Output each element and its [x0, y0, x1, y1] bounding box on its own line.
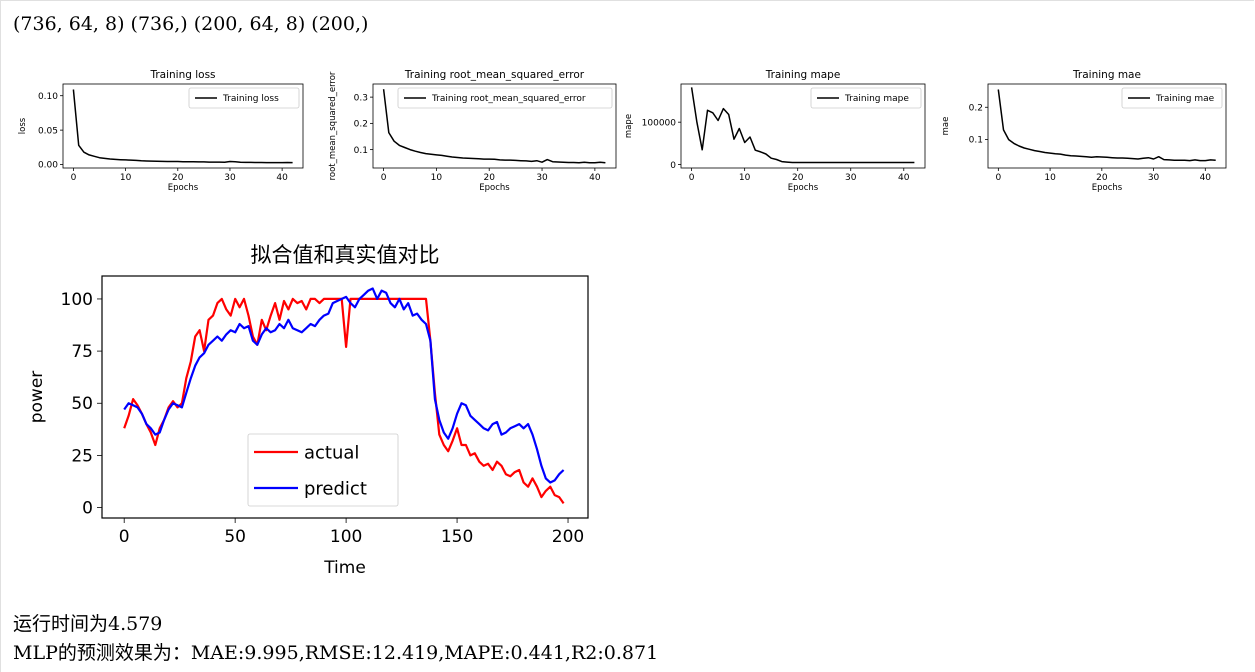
plot-frame	[372, 83, 617, 169]
x-axis-label: Epochs	[788, 183, 819, 193]
y-tick-label: 25	[71, 446, 93, 466]
x-tick-label: 20	[792, 173, 804, 183]
y-tick-label: 0.00	[38, 161, 58, 171]
chart-title: Training mape	[765, 69, 841, 81]
x-tick-label: 10	[120, 173, 132, 183]
chart-title: Training root_mean_squared_error	[404, 69, 585, 81]
runtime-output: 运行时间为4.579	[13, 613, 163, 635]
shapes-output: (736, 64, 8) (736,) (200, 64, 8) (200,)	[13, 13, 369, 35]
y-tick-label: 0.3	[354, 93, 368, 103]
legend-box	[810, 87, 922, 109]
x-tick-label: 40	[589, 173, 601, 183]
x-tick-label: 0	[689, 173, 695, 183]
x-tick-label: 150	[441, 527, 473, 547]
x-tick-label: 20	[483, 173, 495, 183]
plot-frame	[62, 83, 304, 169]
x-tick-label: 30	[1148, 173, 1160, 183]
x-tick-label: 0	[71, 173, 77, 183]
x-tick-label: 30	[536, 173, 548, 183]
fit-comparison-chart: 拟合值和真实值对比 0 50 100 150 200 0 25 50 75 100 Time power…	[27, 243, 589, 578]
plot-frame	[680, 83, 926, 169]
legend-label: Training loss	[222, 94, 279, 104]
plot-frame	[987, 83, 1227, 169]
y-tick-label: 0.1	[354, 146, 368, 156]
x-tick-label: 10	[431, 173, 443, 183]
y-axis-label: mape	[624, 114, 634, 138]
x-axis-label: Time	[323, 558, 366, 578]
y-axis-label: power	[27, 371, 47, 424]
y-tick-label: 0.05	[38, 126, 58, 136]
y-axis-label: loss	[18, 117, 28, 134]
legend-box	[397, 87, 613, 109]
training-mape-chart: Training mape 0 10 20 30 40 0 100000 Epochs mape T…	[624, 69, 926, 193]
legend-label: Training mape	[844, 94, 909, 104]
y-tick-label: 0.2	[354, 120, 368, 130]
training-loss-chart: Training loss 0 10 20 30 40 0.00 0.05 0.10 Epochs…	[18, 69, 304, 193]
series-line-training-mae	[997, 89, 1216, 162]
x-axis-label: Epochs	[479, 183, 510, 193]
legend-box	[188, 87, 300, 109]
chart-title: 拟合值和真实值对比	[251, 243, 440, 267]
series-line-actual	[123, 297, 565, 505]
x-axis-label: Epochs	[168, 183, 199, 193]
x-tick-label: 30	[224, 173, 236, 183]
x-tick-label: 50	[224, 527, 246, 547]
legend-label: predict	[304, 478, 367, 499]
series-line-training-root-mean-squared-error	[382, 89, 606, 164]
y-tick-label: 50	[71, 394, 93, 414]
plot-frame	[101, 275, 589, 519]
metrics-output: MLP的预测效果为：MAE:9.995,RMSE:12.419,MAPE:0.4…	[13, 642, 659, 664]
y-tick-label: 0.1	[969, 136, 983, 146]
legend-box	[1121, 87, 1223, 109]
x-tick-label: 0	[381, 173, 387, 183]
x-tick-label: 100	[330, 527, 362, 547]
x-tick-label: 30	[845, 173, 857, 183]
x-tick-label: 40	[1200, 173, 1212, 183]
training-mae-chart: Training mae 0 10 20 30 40 0.1 0.2 Epochs mae Trai…	[941, 69, 1227, 193]
x-tick-label: 40	[898, 173, 910, 183]
y-axis-label: root_mean_squared_error	[328, 71, 338, 180]
y-tick-label: 100000	[642, 118, 677, 128]
x-tick-label: 40	[276, 173, 288, 183]
x-tick-label: 20	[1096, 173, 1108, 183]
y-tick-label: 0	[82, 499, 93, 519]
x-tick-label: 10	[1044, 173, 1056, 183]
training-rmse-chart: Training root_mean_squared_error 0 10 20 30 4…	[328, 69, 617, 193]
x-tick-label: 200	[552, 527, 584, 547]
series-line-training-mape	[690, 87, 915, 164]
x-axis-label: Epochs	[1092, 183, 1123, 193]
y-axis-label: mae	[941, 117, 951, 136]
x-tick-label: 20	[172, 173, 184, 183]
y-tick-label: 0	[670, 161, 676, 171]
y-tick-label: 75	[71, 342, 93, 362]
series-line-predict	[123, 287, 565, 484]
y-tick-label: 0.10	[38, 92, 58, 102]
legend-label: actual	[304, 442, 359, 463]
y-tick-label: 100	[61, 290, 93, 310]
legend-label: Training root_mean_squared_error	[431, 94, 586, 104]
chart-title: Training mae	[1072, 69, 1141, 81]
chart-title: Training loss	[149, 69, 215, 81]
x-tick-label: 0	[119, 527, 130, 547]
x-tick-label: 0	[995, 173, 1001, 183]
y-tick-label: 0.2	[969, 103, 983, 113]
x-tick-label: 10	[739, 173, 751, 183]
legend-label: Training mae	[1155, 94, 1215, 104]
series-line-training-loss	[72, 89, 293, 164]
